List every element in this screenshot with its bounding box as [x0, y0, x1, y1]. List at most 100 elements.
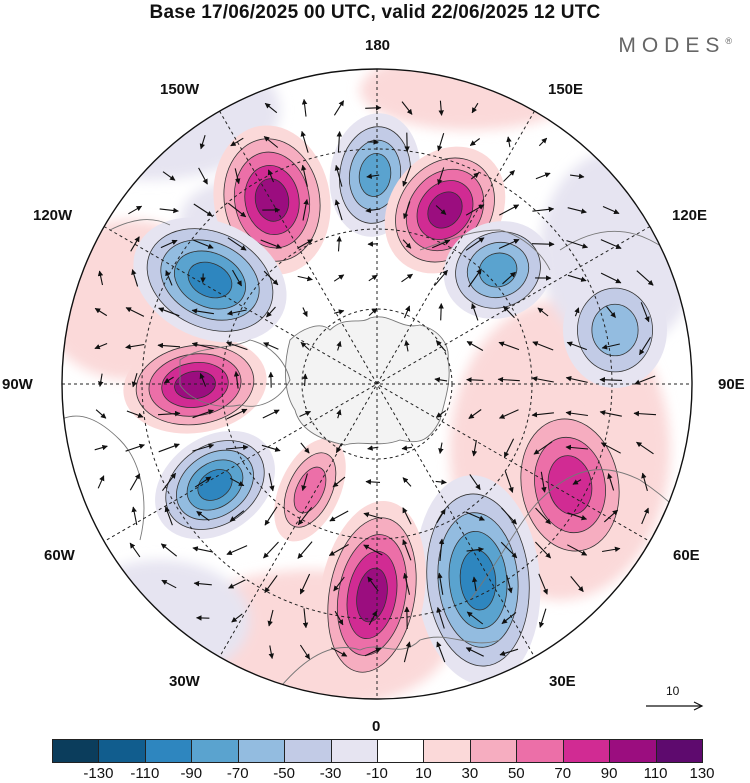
wind-vector: [367, 576, 379, 592]
wind-vector: [601, 343, 620, 350]
wind-vector: [226, 341, 248, 351]
vector-scale-label: 10: [666, 684, 680, 698]
lon-label-150e: 150E: [548, 81, 584, 98]
wind-vector: [159, 207, 179, 214]
wind-vector: [234, 168, 241, 185]
wind-vector: [125, 307, 145, 317]
wind-vector: [566, 240, 589, 249]
wind-vector: [97, 270, 104, 286]
wind-vector: [468, 268, 482, 288]
wind-vector: [129, 542, 141, 558]
colorbar-swatch: [469, 739, 518, 763]
wind-vector: [302, 373, 308, 387]
colorbar-swatch: [191, 739, 239, 763]
wind-vector: [574, 307, 580, 317]
wind-vector: [302, 307, 308, 317]
wind-vector: [157, 410, 181, 417]
wind-vector: [402, 165, 412, 187]
modes-logo: MODES®: [618, 34, 732, 58]
wind-vector: [639, 337, 651, 356]
wind-vector: [531, 411, 554, 418]
wind-vector: [438, 100, 444, 116]
wind-vector: [131, 373, 138, 388]
wind-vector: [435, 410, 447, 418]
wind-vector: [227, 237, 247, 251]
wind-vector: [131, 506, 138, 526]
colorbar-tick-label: -110: [130, 765, 160, 782]
wind-vector: [437, 133, 445, 152]
wind-vector: [633, 410, 657, 417]
anomaly-contour: [254, 178, 290, 222]
wind-vector: [501, 507, 517, 525]
wind-vector: [131, 269, 139, 287]
wind-vector: [336, 409, 342, 419]
colorbar-swatch: [237, 739, 286, 763]
wind-vector: [602, 205, 620, 215]
wind-vector: [302, 198, 309, 221]
wind-vector: [565, 376, 588, 383]
wind-vector: [502, 271, 516, 285]
wind-vector: [468, 409, 482, 419]
wind-vector: [329, 510, 349, 522]
wind-vector: [158, 307, 180, 317]
wind-vector: [567, 207, 587, 214]
wind-vector: [466, 546, 484, 553]
wind-vector: [640, 302, 650, 323]
colorbar-swatch: [284, 739, 332, 763]
anomaly-contour: [478, 252, 518, 288]
wind-vector: [570, 576, 584, 593]
wind-vector: [267, 169, 275, 183]
wind-vector: [402, 239, 412, 249]
wind-vector: [599, 377, 623, 383]
wind-vector: [192, 546, 214, 553]
wind-vector: [260, 239, 282, 249]
colorbar-swatch: [330, 739, 378, 763]
wind-vector: [130, 236, 140, 252]
anomaly-contour: [187, 261, 233, 299]
colorbar-tick-label: 70: [554, 765, 572, 782]
wind-vector: [572, 479, 582, 485]
wind-vector: [636, 441, 654, 455]
colorbar-tick-label: 50: [507, 765, 525, 782]
wind-vector: [129, 473, 141, 491]
wind-vector: [125, 343, 145, 350]
wind-vector: [198, 167, 208, 185]
wind-vector: [230, 137, 244, 147]
wind-vector: [565, 444, 589, 451]
wind-vector: [229, 510, 245, 522]
wind-vector: [196, 510, 210, 522]
wind-vector: [297, 275, 313, 282]
wind-vector: [438, 538, 445, 562]
wind-vector: [506, 574, 513, 594]
wind-vector: [333, 576, 345, 592]
wind-vector: [268, 473, 275, 492]
wind-vector: [465, 237, 485, 251]
wind-vector: [336, 236, 342, 252]
lon-label-30w: 30W: [169, 673, 200, 690]
wind-vector: [498, 341, 520, 351]
colorbar-swatch: [562, 739, 611, 763]
vector-scale: 10: [644, 684, 706, 714]
wind-vector: [233, 370, 240, 389]
wind-vector: [301, 473, 308, 492]
wind-vector: [367, 445, 379, 451]
wind-vector: [537, 307, 549, 317]
wind-vector: [227, 202, 247, 218]
wind-vector: [194, 476, 212, 488]
wind-vector: [600, 239, 622, 249]
map-disc-content: [62, 69, 692, 699]
wind-vector: [164, 506, 173, 526]
wind-vector: [300, 341, 310, 351]
wind-vector: [125, 443, 145, 452]
wind-vector: [158, 443, 180, 453]
wind-vector: [436, 641, 446, 663]
wind-vector: [465, 511, 485, 521]
wind-vector: [363, 512, 383, 520]
colorbar-swatch: [655, 739, 703, 763]
wind-vector: [264, 506, 278, 526]
wind-vector: [600, 272, 622, 284]
wind-vector: [570, 173, 585, 179]
wind-vector: [465, 204, 485, 216]
wind-vector: [226, 545, 248, 555]
wind-vector: [163, 376, 174, 384]
